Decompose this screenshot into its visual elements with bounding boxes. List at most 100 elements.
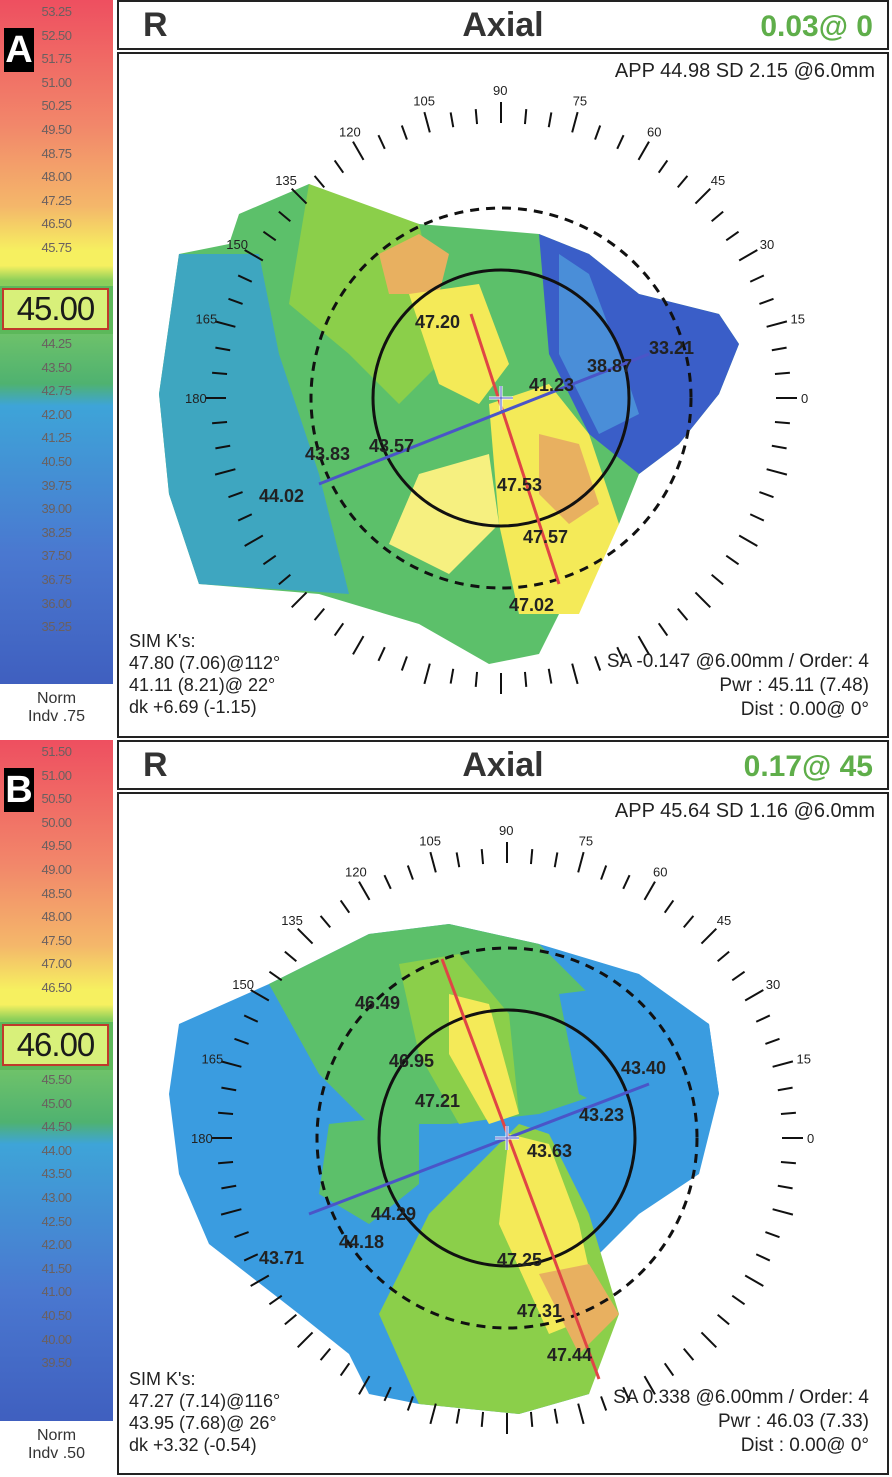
map-value-label: 43.71 [259,1248,304,1268]
scale-tick-label: 41.25 [41,430,72,446]
scale-tick-label: 49.50 [41,122,72,137]
angle-label: 135 [275,173,297,188]
scale-tick-label: 42.00 [41,406,72,422]
angle-tick [725,230,740,242]
scale-tick-label: 41.00 [41,1284,72,1300]
central-zone-ring-b [377,1008,637,1268]
center-crosshair-outline-a [489,386,513,410]
angle-tick [744,989,764,1002]
angle-tick [749,274,765,283]
axial-map-a[interactable]: 90 105 75 120 60 135 45 150 30 165 15 180 0 47.20 41.… [117,52,889,738]
angle-tick [243,1253,259,1262]
angle-tick [313,175,325,188]
scale-tick-label: 42.00 [41,1237,72,1253]
angle-tick [780,1111,796,1116]
scale-tick-label: 43.50 [41,1166,72,1182]
angle-tick [296,927,314,945]
angle-label: 90 [493,83,507,98]
angle-tick [523,109,528,125]
angle-tick [237,274,253,283]
angle-tick [214,320,236,328]
scale-tick-label: 44.25 [41,336,72,351]
map-header-a: R Axial 0.03@ 0 [117,0,889,50]
distance-b: Dist : 0.00@ 0° [740,1435,869,1456]
color-scale-a: 53.25 52.50 51.75 51.00 50.25 49.50 48.75 48.00… [0,0,113,738]
angle-tick [774,371,790,376]
map-value-label: 47.25 [497,1250,542,1270]
angle-label: 120 [345,864,367,879]
stats-block-a: SA -0.147 @6.00mm / Order: 4 Pwr : 45.11… [607,650,869,722]
scale-tick-label: 50.25 [41,98,72,114]
angle-tick [333,622,345,637]
angle-tick [749,513,765,522]
angle-tick [262,230,277,242]
angle-tick [268,1294,283,1306]
scale-tick-label: 50.00 [41,814,72,830]
map-value-label: 47.53 [497,475,542,495]
scale-tick-label: 45.75 [41,240,72,255]
mid-zone-ring-a [309,206,693,590]
angle-tick [717,950,730,962]
angle-tick [600,1396,608,1411]
angle-label: 105 [413,93,435,108]
angle-tick [406,865,414,880]
angle-tick [643,1375,656,1395]
scale-tick-label: 46.50 [41,216,72,232]
angle-tick [777,1184,793,1190]
angle-tick [212,371,228,376]
angle-tick [244,534,264,547]
map-value-label: 41.23 [529,375,574,395]
map-canvas-a: 90 105 75 120 60 135 45 150 30 165 15 180 0 47.20 41.… [159,83,808,694]
center-crosshair-outline-b [495,1126,519,1150]
sim-k-delta-a: dk +6.69 (-1.15) [129,697,257,717]
angle-tick [352,141,365,161]
map-value-label: 44.29 [371,1204,416,1224]
map-title-b: Axial [462,746,544,784]
angle-tick [237,513,253,522]
angle-tick [423,111,431,133]
scale-tick-label: 47.00 [41,956,72,972]
angle-tick [284,1314,297,1326]
angle-label: 165 [195,311,217,326]
angle-tick [377,134,386,150]
angle-tick [765,1037,780,1045]
scale-mode-line1-a: Norm [36,690,77,707]
scale-mode-line2-b: Indv .50 [28,1445,85,1462]
angle-tick [731,970,746,982]
angle-tick [455,1408,461,1424]
angle-tick [228,297,243,305]
angle-tick [339,1362,351,1377]
angle-tick [772,1208,794,1216]
angle-tick [677,175,689,188]
angle-label: 180 [191,1131,213,1146]
angle-label: 135 [281,913,303,928]
angle-tick [694,187,712,205]
scale-tick-label: 48.75 [41,145,72,161]
scale-tick-label: 48.50 [41,885,72,901]
map-value-label: 43.63 [527,1141,572,1161]
angle-tick [474,671,479,687]
color-scale-b: 51.50 51.00 50.50 50.00 49.50 49.00 48.50 48.00… [0,740,113,1475]
angle-tick [771,444,787,450]
angle-tick [711,574,724,586]
angle-tick [290,187,308,205]
angle-tick [738,534,758,547]
angle-tick [529,1411,534,1427]
angle-tick [755,1253,771,1262]
angle-tick [657,622,669,637]
sim-k-flat-b: 43.95 (7.68)@ 26° [129,1413,277,1433]
angle-tick [268,970,283,982]
axial-map-b[interactable]: 90 105 75 120 60 135 45 150 30 165 15 180 0 46.49 46.… [117,792,889,1475]
topography-panel-a: 53.25 52.50 51.75 51.00 50.25 49.50 48.75 48.00… [0,0,892,738]
angle-label: 15 [797,1051,811,1066]
angle-label: 30 [760,237,774,252]
angle-tick [577,851,585,873]
angle-label: 180 [185,391,207,406]
angle-label: 60 [647,124,661,139]
steep-axis-line-a [469,313,561,585]
scale-tick-label: 52.50 [41,27,72,43]
angle-tick [616,646,625,662]
angle-tick [400,656,408,671]
scale-tick-label: 39.00 [41,501,72,517]
angle-tick [352,635,365,655]
